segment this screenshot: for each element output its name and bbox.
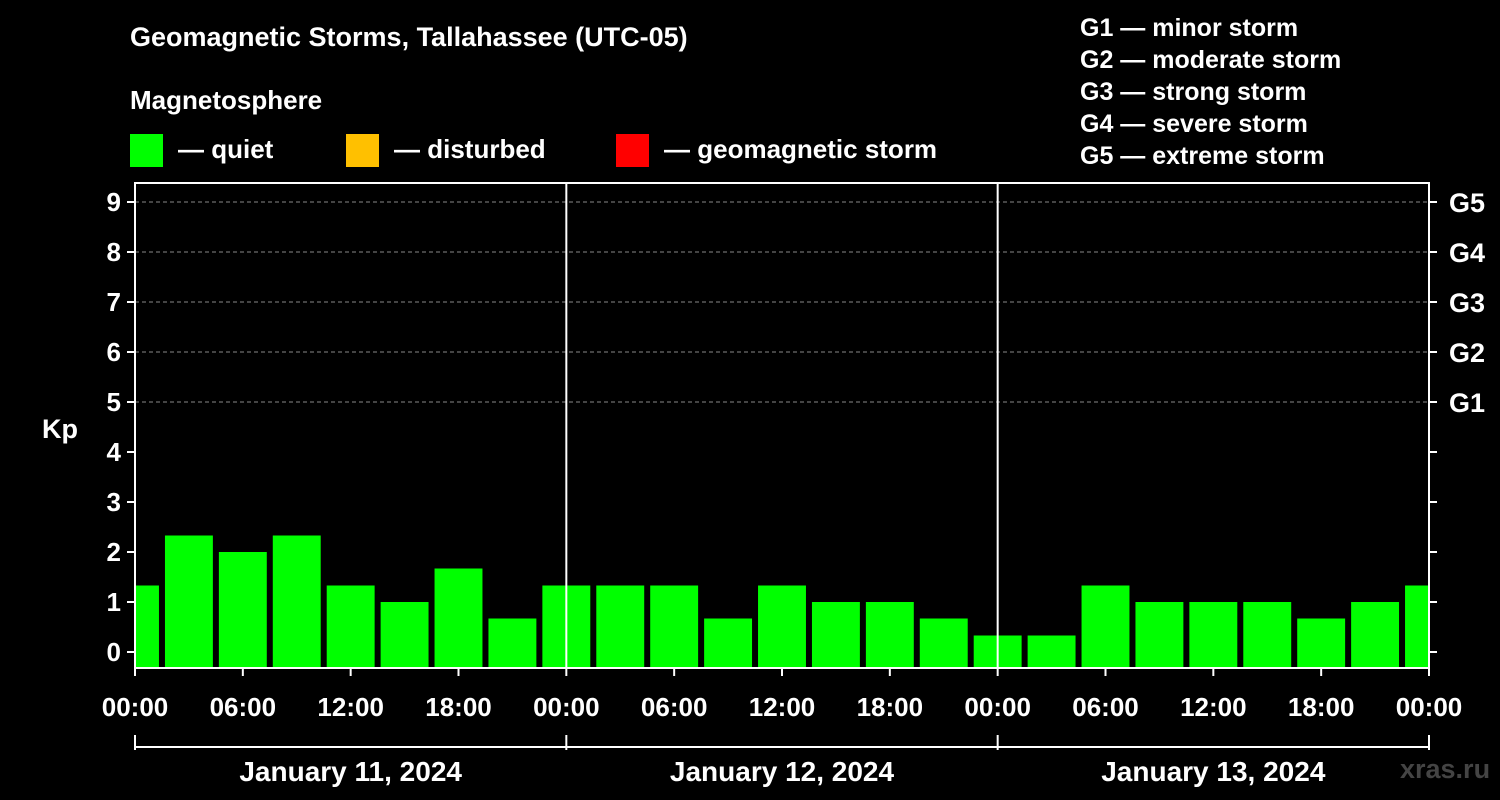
legend-label-storm: — geomagnetic storm xyxy=(664,134,938,164)
legend-label-disturbed: — disturbed xyxy=(394,134,546,164)
y-tick-label: 8 xyxy=(107,237,121,267)
kp-bar xyxy=(811,602,860,668)
storm-scale-g5: G5 — extreme storm xyxy=(1080,142,1325,170)
x-tick-label: 12:00 xyxy=(1180,692,1247,722)
kp-bar xyxy=(326,585,375,668)
storm-level-label: G4 xyxy=(1449,238,1485,268)
kp-bar xyxy=(758,585,806,668)
legend-swatch-storm xyxy=(616,134,649,167)
y-tick-label: 1 xyxy=(107,587,121,617)
y-tick-label: 2 xyxy=(107,537,121,567)
storm-level-label: G2 xyxy=(1449,338,1485,368)
x-tick-label: 06:00 xyxy=(210,692,277,722)
kp-bar xyxy=(488,618,537,668)
day-label: January 11, 2024 xyxy=(239,756,462,787)
y-tick-label: 7 xyxy=(107,287,121,317)
legend-swatch-disturbed xyxy=(346,134,379,167)
x-tick-label: 06:00 xyxy=(1072,692,1139,722)
storm-level-label: G3 xyxy=(1449,288,1485,318)
x-tick-label: 00:00 xyxy=(533,692,600,722)
y-tick-label: 0 xyxy=(107,637,121,667)
y-tick-label: 9 xyxy=(107,187,121,217)
kp-bar xyxy=(1189,602,1238,668)
kp-bar xyxy=(704,618,753,668)
kp-bar xyxy=(1351,602,1400,668)
x-tick-label: 18:00 xyxy=(1288,692,1355,722)
storm-scale-g3: G3 — strong storm xyxy=(1080,78,1307,106)
kp-bar xyxy=(1405,585,1428,668)
y-tick-label: 5 xyxy=(107,387,121,417)
storm-level-label: G5 xyxy=(1449,188,1485,218)
day-label: January 12, 2024 xyxy=(670,756,895,787)
storm-level-label: G1 xyxy=(1449,388,1485,418)
storm-scale-g4: G4 — severe storm xyxy=(1080,110,1308,138)
chart-subtitle: Magnetosphere xyxy=(130,85,323,115)
kp-bar xyxy=(1297,618,1346,668)
legend-swatch-quiet xyxy=(130,134,163,167)
kp-bar xyxy=(164,535,213,668)
chart-title: Geomagnetic Storms, Tallahassee (UTC-05) xyxy=(130,22,688,52)
day-label: January 13, 2024 xyxy=(1101,756,1326,787)
kp-bar xyxy=(434,568,483,668)
y-tick-label: 4 xyxy=(107,437,122,467)
watermark: xras.ru xyxy=(1400,754,1491,784)
x-tick-label: 18:00 xyxy=(425,692,492,722)
kp-bar xyxy=(1027,635,1076,668)
kp-bar xyxy=(596,585,645,668)
kp-bar xyxy=(1243,602,1292,668)
legend-label-quiet: — quiet xyxy=(178,134,274,164)
kp-bar xyxy=(272,535,321,668)
kp-bar xyxy=(650,585,699,668)
y-tick-label: 3 xyxy=(107,487,121,517)
kp-bar xyxy=(380,602,429,668)
x-tick-label: 12:00 xyxy=(317,692,384,722)
kp-bar xyxy=(1135,602,1184,668)
x-tick-label: 00:00 xyxy=(964,692,1031,722)
storm-scale-g1: G1 — minor storm xyxy=(1080,14,1299,42)
kp-bar xyxy=(1081,585,1130,668)
y-axis-label: Kp xyxy=(42,414,78,444)
kp-bar xyxy=(218,552,267,668)
kp-bar xyxy=(865,602,914,668)
storm-scale-g2: G2 — moderate storm xyxy=(1080,46,1342,74)
x-tick-label: 00:00 xyxy=(102,692,169,722)
kp-bar xyxy=(136,585,159,668)
x-tick-label: 18:00 xyxy=(857,692,924,722)
x-tick-label: 12:00 xyxy=(749,692,816,722)
y-tick-label: 6 xyxy=(107,337,121,367)
x-tick-label: 00:00 xyxy=(1396,692,1463,722)
x-tick-label: 06:00 xyxy=(641,692,708,722)
kp-bar xyxy=(919,618,968,668)
